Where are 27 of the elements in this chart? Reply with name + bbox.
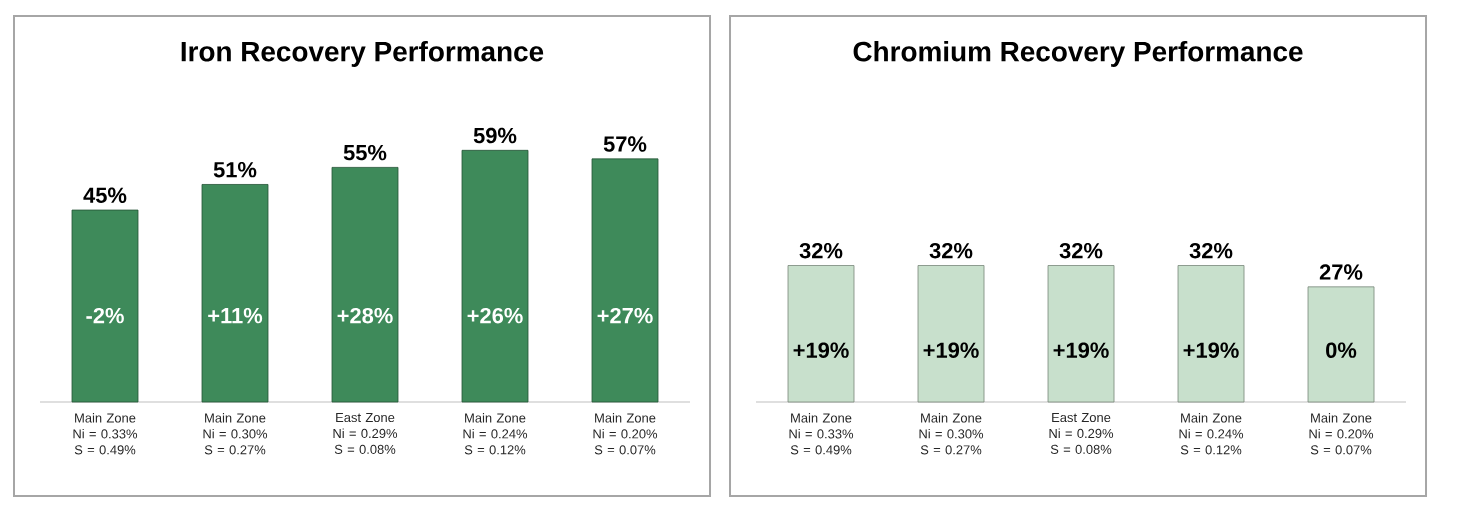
annotation: 0% [1326,342,1357,358]
annotation: +19% [1053,342,1109,358]
bar [201,184,269,403]
annotation: +19% [1183,342,1239,358]
bar [591,158,659,403]
data-label: 32% [799,242,843,259]
chart-title: Iron Recovery Performance [181,40,544,67]
data-label: 45% [83,187,127,204]
annotation: +19% [793,342,849,358]
data-label: 32% [929,242,973,259]
annotation: +19% [923,342,979,358]
data-label: 59% [473,127,517,144]
data-label: 51% [213,161,257,178]
bar [331,166,399,403]
annotation: +26% [467,307,523,324]
annotation: +28% [337,307,393,324]
data-label: 55% [343,144,387,161]
data-label: 27% [1319,264,1363,280]
data-label: 57% [603,136,647,152]
bar [461,149,529,403]
chart-title: Chromium Recovery Performance [853,40,1303,67]
annotation: +27% [597,307,653,324]
bar [71,209,139,403]
annotation: -2% [86,307,124,324]
data-label: 32% [1059,242,1103,259]
data-label: 32% [1189,242,1233,259]
annotation: +11% [208,307,263,324]
